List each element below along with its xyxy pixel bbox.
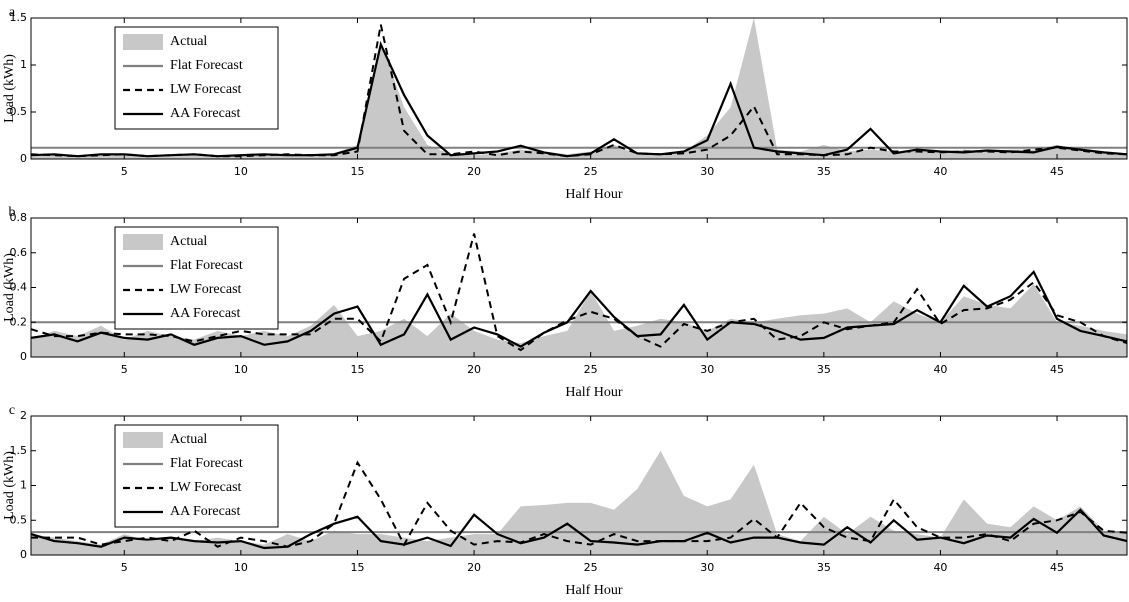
- panel-label: a: [9, 5, 16, 20]
- legend-swatch: [123, 234, 163, 250]
- x-tick-label: 25: [584, 165, 598, 178]
- x-tick-label: 45: [1050, 561, 1064, 574]
- x-tick-label: 45: [1050, 363, 1064, 376]
- y-tick-label: 1.5: [10, 444, 28, 457]
- panel: 5 10 15 20 25 30 35 40 45 0 0.2 0.4 0.6 0.8 Half Hour L…: [2, 205, 1128, 400]
- panel: 5 10 15 20 25 30 35 40 45 0 0.5 1 1.5 2 Half Hour Load …: [2, 403, 1128, 598]
- y-tick-label: 2: [20, 409, 27, 422]
- legend-label: AA Forecast: [170, 504, 240, 519]
- y-axis-label: Load (kWh): [2, 253, 17, 322]
- y-tick-label: 0.6: [10, 246, 28, 259]
- area: [31, 450, 1127, 555]
- legend-swatch: [123, 34, 163, 50]
- legend-label: AA Forecast: [170, 106, 240, 121]
- x-tick-label: 20: [467, 561, 481, 574]
- legend-label: Flat Forecast: [170, 456, 243, 471]
- line: [30, 40, 1128, 158]
- legend-swatch: [123, 432, 163, 448]
- x-tick-label: 30: [700, 363, 714, 376]
- x-tick-label: 40: [933, 561, 947, 574]
- legend-label: LW Forecast: [170, 282, 242, 297]
- x-tick-label: 10: [234, 165, 248, 178]
- x-axis-label: Half Hour: [565, 187, 622, 202]
- x-tick-label: 15: [350, 363, 364, 376]
- x-tick-label: 45: [1050, 165, 1064, 178]
- x-tick-label: 40: [933, 165, 947, 178]
- panel-label: b: [9, 205, 16, 220]
- plot-frame: [30, 17, 1128, 160]
- y-tick-label: 0.5: [10, 513, 28, 526]
- x-tick-label: 20: [467, 165, 481, 178]
- y-tick-label: 0: [20, 548, 27, 561]
- legend-box: [114, 226, 279, 330]
- y-tick-label: 1: [20, 58, 27, 71]
- x-tick-label: 5: [121, 165, 128, 178]
- y-tick-label: 1.5: [10, 11, 28, 24]
- x-tick-label: 15: [350, 165, 364, 178]
- x-tick-label: 20: [467, 363, 481, 376]
- y-tick-label: 0: [20, 152, 27, 165]
- x-axis-label: Half Hour: [565, 385, 622, 400]
- x-tick-label: 35: [817, 561, 831, 574]
- line: [30, 270, 1128, 348]
- y-tick-label: 1: [20, 479, 27, 492]
- x-tick-label: 5: [121, 561, 128, 574]
- y-tick-label: 0: [20, 350, 27, 363]
- legend-label: AA Forecast: [170, 306, 240, 321]
- x-tick-label: 10: [234, 363, 248, 376]
- legend-label: Flat Forecast: [170, 258, 243, 273]
- x-tick-label: 35: [817, 165, 831, 178]
- y-tick-label: 0.4: [10, 281, 28, 294]
- x-tick-label: 25: [584, 561, 598, 574]
- legend-label: Actual: [170, 432, 207, 447]
- y-axis-label: Load (kWh): [2, 451, 17, 520]
- panel: 5 10 15 20 25 30 35 40 45 0 0.5 1 1.5 Half Hour Load (…: [2, 5, 1128, 202]
- legend-label: LW Forecast: [170, 480, 242, 495]
- x-tick-label: 30: [700, 165, 714, 178]
- y-tick-label: 0.5: [10, 105, 28, 118]
- line: [30, 233, 1128, 352]
- x-tick-label: 30: [700, 561, 714, 574]
- y-tick-label: 0.2: [10, 315, 28, 328]
- x-tick-label: 40: [933, 363, 947, 376]
- x-tick-label: 25: [584, 363, 598, 376]
- legend-label: Actual: [170, 34, 207, 49]
- area: [31, 284, 1127, 357]
- x-tick-label: 10: [234, 561, 248, 574]
- x-tick-label: 35: [817, 363, 831, 376]
- panel-label: c: [9, 403, 15, 418]
- y-tick-label: 0.8: [10, 211, 28, 224]
- y-axis-label: Load (kWh): [2, 54, 17, 123]
- x-axis-label: Half Hour: [565, 583, 622, 598]
- line: [30, 508, 1128, 550]
- legend-label: LW Forecast: [170, 82, 242, 97]
- x-tick-label: 15: [350, 561, 364, 574]
- legend-label: Actual: [170, 234, 207, 249]
- legend-label: Flat Forecast: [170, 58, 243, 73]
- x-tick-label: 5: [121, 363, 128, 376]
